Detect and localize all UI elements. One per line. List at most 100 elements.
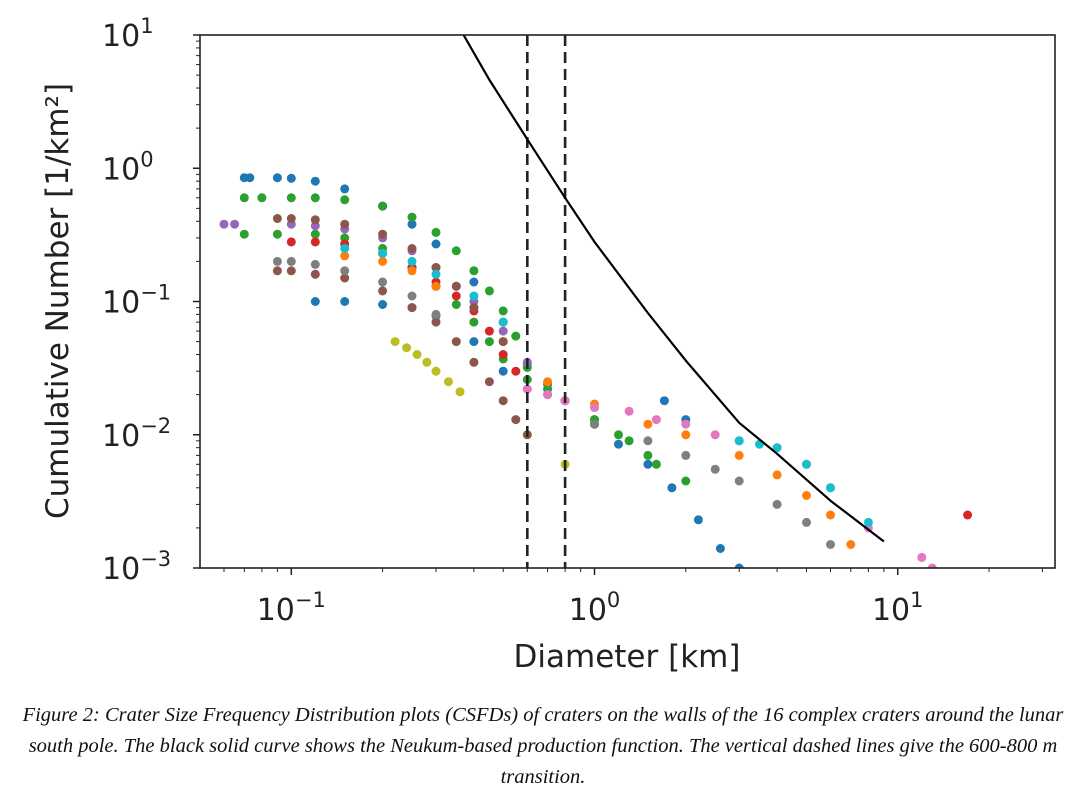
data-point <box>407 256 417 266</box>
data-point <box>272 229 282 239</box>
data-point <box>484 286 494 296</box>
data-point <box>484 337 494 347</box>
data-point <box>431 239 441 249</box>
lines-layer <box>462 35 885 568</box>
series-12 <box>340 244 873 527</box>
data-point <box>624 406 634 416</box>
data-point <box>431 309 441 319</box>
data-point <box>826 483 835 493</box>
series-7 <box>272 266 532 440</box>
data-points-layer <box>219 173 973 568</box>
data-point <box>543 377 553 387</box>
data-point <box>498 337 508 347</box>
plot-frame <box>199 34 1056 569</box>
data-point <box>734 563 744 568</box>
data-point <box>286 173 296 183</box>
data-point <box>451 281 461 291</box>
data-point <box>412 350 422 359</box>
data-point <box>693 515 703 525</box>
y-tick-label: 101 <box>102 14 154 54</box>
data-point <box>927 563 937 568</box>
data-point <box>802 459 811 469</box>
data-point <box>772 470 782 480</box>
data-point <box>469 357 479 367</box>
data-point <box>643 419 653 429</box>
data-point <box>310 259 320 269</box>
data-point <box>340 251 350 261</box>
data-point <box>498 350 508 359</box>
data-point <box>257 193 267 203</box>
data-point <box>431 317 441 327</box>
data-point <box>511 415 521 425</box>
data-point <box>407 303 417 313</box>
data-point <box>272 214 282 223</box>
data-point <box>378 201 388 211</box>
data-point <box>643 459 653 469</box>
chart-figure: 10−1 100 101 101 100 10−1 10−2 10−3 Diameter [k… <box>40 14 1056 675</box>
x-tick-label: 101 <box>872 588 924 628</box>
data-point <box>498 366 508 376</box>
data-point <box>772 499 782 509</box>
data-point <box>286 256 296 266</box>
data-point <box>826 540 835 549</box>
data-point <box>451 337 461 347</box>
data-point <box>272 256 282 266</box>
data-point <box>498 317 508 327</box>
data-point <box>469 266 479 276</box>
data-point <box>710 464 720 474</box>
data-point <box>802 491 811 500</box>
data-point <box>451 291 461 301</box>
y-tick-label: 10−3 <box>102 547 171 587</box>
figure-caption: Figure 2: Crater Size Frequency Distribu… <box>22 704 1064 788</box>
data-point <box>451 246 461 256</box>
data-point <box>651 459 661 469</box>
data-point <box>378 286 388 296</box>
data-point <box>734 450 744 460</box>
data-point <box>402 343 412 353</box>
data-point <box>310 237 320 247</box>
data-point <box>469 337 479 347</box>
y-tick-label: 100 <box>102 147 154 187</box>
data-point <box>614 439 623 449</box>
data-point <box>340 266 350 276</box>
data-point <box>455 387 465 397</box>
data-point <box>310 229 320 239</box>
data-point <box>286 193 296 203</box>
data-point <box>378 256 388 266</box>
data-point <box>826 510 835 520</box>
data-point <box>431 227 441 237</box>
series-11 <box>390 337 570 469</box>
data-point <box>710 430 720 440</box>
data-point <box>734 436 744 446</box>
data-point <box>422 357 432 367</box>
data-point <box>378 300 388 309</box>
data-point <box>340 219 350 229</box>
data-point <box>498 396 508 406</box>
data-point <box>681 476 691 486</box>
data-point <box>444 377 453 387</box>
data-point <box>310 193 320 203</box>
data-point <box>431 281 441 291</box>
data-point <box>681 419 691 429</box>
data-point <box>286 214 296 223</box>
data-point <box>772 443 782 453</box>
y-axis-title: Cumulative Number [1/km²] <box>40 83 76 519</box>
data-point <box>614 430 623 440</box>
data-point <box>511 331 521 341</box>
data-point <box>681 430 691 440</box>
data-point <box>239 229 249 239</box>
data-point <box>219 219 229 229</box>
data-point <box>522 384 532 394</box>
data-point <box>643 436 653 446</box>
data-point <box>407 266 417 276</box>
data-point <box>498 326 508 336</box>
data-point <box>390 337 400 347</box>
data-point <box>245 173 255 183</box>
data-point <box>286 237 296 247</box>
series-10 <box>272 256 835 549</box>
data-point <box>340 297 350 306</box>
data-point <box>963 510 973 520</box>
data-point <box>590 419 599 429</box>
data-point <box>407 212 417 222</box>
series-4 <box>286 237 973 520</box>
